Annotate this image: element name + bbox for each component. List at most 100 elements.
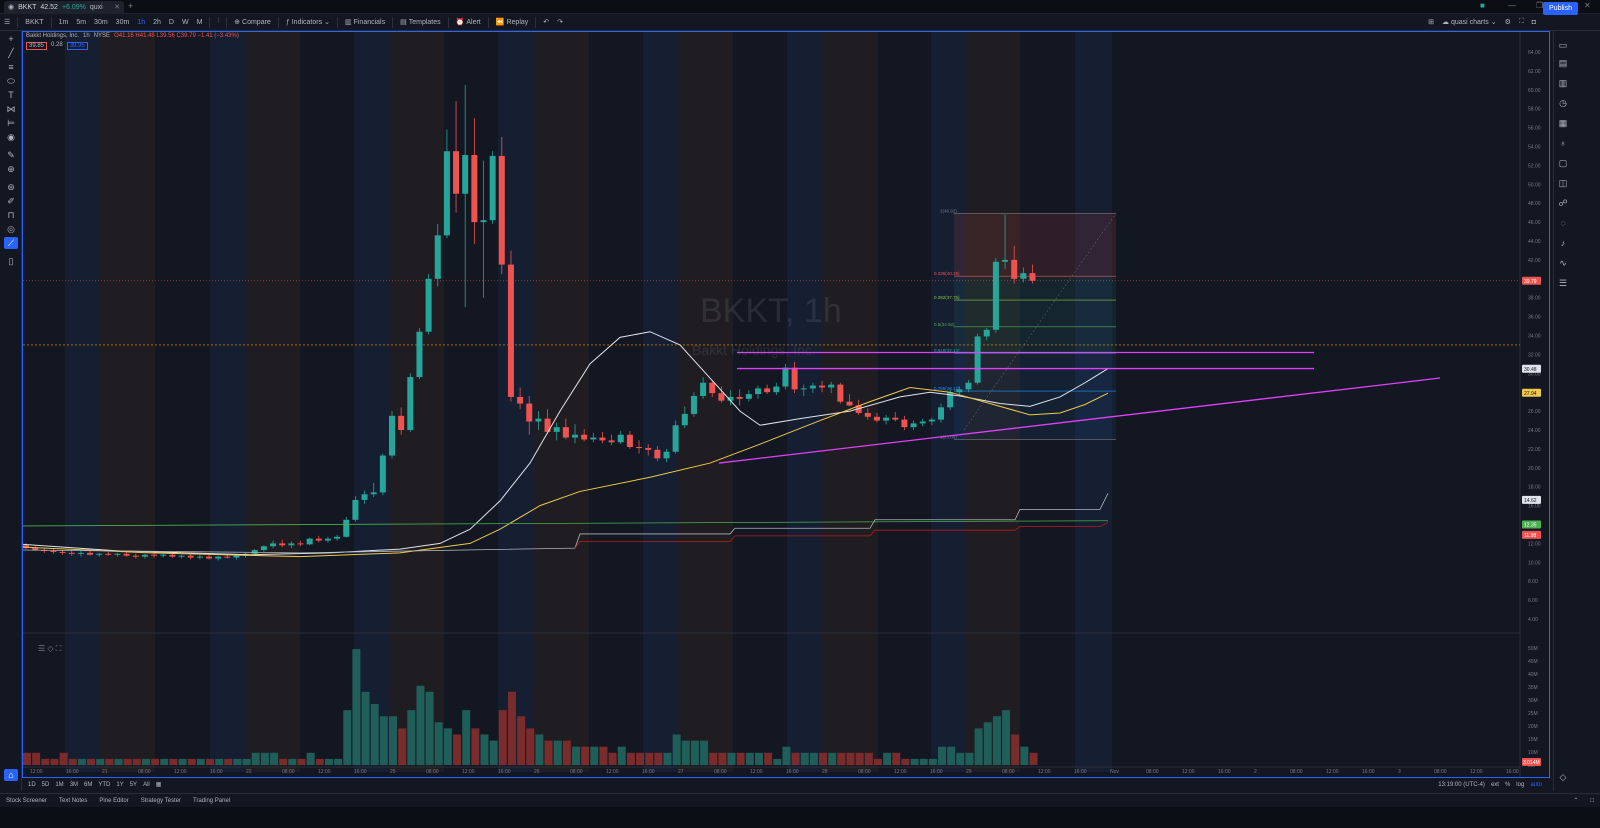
settings-icon[interactable]: ⚙ [1504,19,1511,26]
interval-5m[interactable]: 5m [76,18,87,26]
fib-icon[interactable]: ≡ [8,62,14,72]
pattern-icon[interactable]: ⬭ [7,76,15,86]
undo-icon[interactable]: ↶ [543,19,550,26]
divider [447,16,449,28]
layout-grid-icon[interactable]: ⊞ [1428,19,1434,26]
magnet-icon[interactable]: ⊛ [7,182,15,192]
divider [336,16,338,28]
range-1y[interactable]: 1Y [116,781,124,788]
measure-icon[interactable]: ⊨ [7,118,15,128]
pulse-icon[interactable]: ∿ [1559,258,1567,268]
camera-icon[interactable]: ◘ [1531,18,1536,26]
tab-price: 42.52 [40,3,58,11]
tab-trading-panel[interactable]: Trading Panel [193,797,231,804]
minimize-icon[interactable]: — [1508,1,1516,10]
alerts-bell-icon[interactable]: ♪ [1560,238,1566,248]
divider [487,16,489,28]
tab-stock-screener[interactable]: Stock Screener [6,797,48,804]
ruler-icon[interactable]: ✎ [7,150,15,160]
zoom-icon[interactable]: ⊕ [7,164,15,174]
templates-button[interactable]: ▤ Templates [396,18,445,27]
trend-line-icon[interactable]: ╱ [8,48,14,58]
watchlist-icon[interactable]: ▭ [1558,40,1568,50]
range-1d[interactable]: 1D [28,781,36,788]
auto-toggle[interactable]: auto [1530,781,1542,788]
tab-strategy-tester[interactable]: Strategy Tester [140,797,181,804]
replay-button[interactable]: ⏪ Replay [492,18,533,27]
news-icon[interactable]: ▤ [1558,58,1568,68]
redo-icon[interactable]: ↷ [557,19,564,26]
messages-icon[interactable]: ◫ [1558,178,1568,188]
indicators-button[interactable]: ƒ Indicators ⌄ [282,18,334,27]
clock-readout[interactable]: 13:19:00 (UTC-4) [1438,781,1485,788]
order-panel-icon[interactable]: ☰ [1558,278,1568,288]
goto-date-icon[interactable]: ▦ [155,782,162,788]
clock-icon[interactable]: ◷ [1559,98,1567,108]
range-ytd[interactable]: YTD [98,781,111,788]
legend-interval: 1h [83,33,90,39]
compare-button[interactable]: ⊕ Compare [230,18,275,27]
hotlist-icon[interactable]: ⌂ [4,769,18,781]
chart-tab[interactable]: ◉ BKKT 42.52 +6.09% quxi ✕ [4,1,124,13]
interval-1h[interactable]: 1h [137,18,146,26]
collapse-panel-icon[interactable]: ⌃ [1573,798,1579,804]
interval-m[interactable]: M [196,18,203,26]
chat-icon[interactable]: ▢ [1558,158,1568,168]
interval-30m[interactable]: 30m [115,18,130,26]
compare-label: Compare [242,18,271,26]
streams-icon[interactable]: ◌ [1560,218,1566,228]
status-icon[interactable]: ■ [1480,1,1485,10]
interval-1m[interactable]: 1m [58,18,69,26]
eye-icon[interactable]: ◉ [7,132,15,142]
alert-button[interactable]: ⏰ Alert [452,18,485,27]
symbol-search[interactable]: BKKT [25,18,44,26]
range-1m[interactable]: 1M [55,781,64,788]
calendar-icon[interactable]: ▦ [1558,118,1568,128]
publish-button[interactable]: Publish [1543,2,1578,15]
maximize-icon[interactable]: ❐ [1536,1,1544,10]
interval-20m[interactable]: 30m [94,18,108,26]
new-tab-icon[interactable]: + [128,1,134,11]
menu-icon[interactable]: ☰ [4,19,11,26]
chart-type-icon[interactable]: ⫶ [217,18,220,25]
range-all[interactable]: All [143,781,150,788]
financials-button[interactable]: ▥ Financials [341,18,389,27]
divider [226,16,228,28]
crosshair-icon[interactable]: + [8,34,14,44]
legend-exchange: NYSE [93,33,111,39]
range-6m[interactable]: 6M [84,781,93,788]
log-toggle[interactable]: log [1516,781,1525,788]
templates-icon: ▤ [400,19,407,26]
chart-frame [22,31,1550,778]
tab-pine-editor[interactable]: Pine Editor [99,797,129,804]
text-icon[interactable]: T [8,90,14,100]
trash-icon[interactable]: ▯ [8,256,14,266]
interval-2h[interactable]: 2h [153,18,161,26]
range-5y[interactable]: 5Y [129,781,138,788]
layers-icon[interactable]: ◇ [1559,772,1567,782]
close-window-icon[interactable]: ✕ [1584,1,1591,10]
ideas-icon[interactable]: ♁ [1559,138,1567,148]
percent-toggle[interactable]: % [1504,781,1511,788]
range-3m[interactable]: 3M [69,781,79,788]
visibility-icon[interactable]: ◎ [7,224,15,234]
lock-icon[interactable]: ⊓ [7,210,15,220]
alert-label: Alert [466,18,481,26]
sell-price-badge[interactable]: 39.85 [26,42,48,50]
interval-w[interactable]: W [181,18,189,26]
data-window-icon[interactable]: ▥ [1558,78,1568,88]
object-tree-icon[interactable]: ⟋ [4,237,18,249]
fullscreen-icon[interactable]: ⛶ [1518,18,1524,25]
maximize-panel-icon[interactable]: □ [1590,797,1594,804]
close-tab-icon[interactable]: ✕ [114,4,120,11]
stay-drawing-icon[interactable]: ✐ [7,196,15,206]
notifications-icon[interactable]: ☍ [1558,198,1568,208]
tab-text-notes[interactable]: Text Notes [59,797,88,804]
interval-d[interactable]: D [168,18,174,26]
layout-name[interactable]: ☁ quasi charts ⌄ [1438,18,1501,27]
buy-price-badge[interactable]: 39.95 [66,42,88,50]
ext-toggle[interactable]: ext [1490,781,1499,788]
spread-value: 0.28 [51,42,63,48]
range-5d[interactable]: 5D [41,781,50,788]
prediction-icon[interactable]: ⋈ [6,104,16,114]
